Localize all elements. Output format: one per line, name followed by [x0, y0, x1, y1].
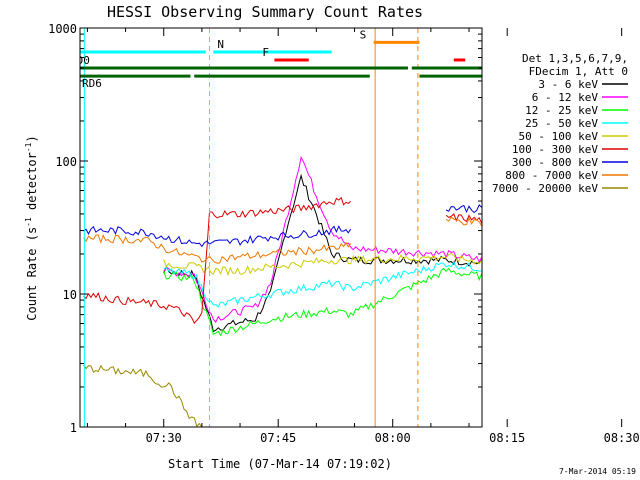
series-line-0	[163, 173, 482, 333]
flag-label-0: N	[217, 38, 224, 51]
legend-header-0: Det 1,3,5,6,7,9,	[522, 52, 628, 65]
legend-entry-5: 100 - 300 keV	[512, 143, 598, 156]
series-line-6	[83, 204, 482, 248]
plot-frame	[79, 27, 483, 428]
flag-label-2: F	[262, 46, 269, 59]
legend-entry-3: 25 - 50 keV	[525, 117, 598, 130]
series-line-4	[163, 253, 482, 277]
series-line-5	[83, 196, 482, 324]
flag-label-4: RD6	[82, 77, 102, 90]
y-tick-label-3: 1000	[48, 22, 77, 36]
x-tick-label-4: 08:30	[604, 431, 640, 445]
series-line-1	[163, 155, 482, 324]
legend: Det 1,3,5,6,7,9,FDecim 1, Att 03 - 6 keV…	[492, 52, 628, 195]
legend-entry-8: 7000 - 20000 keV	[492, 182, 598, 195]
legend-entry-1: 6 - 12 keV	[532, 91, 599, 104]
x-tick-label-1: 07:45	[260, 431, 296, 445]
plot-area: N S F RD0 RD6	[70, 28, 482, 427]
legend-entry-2: 12 - 25 keV	[525, 104, 598, 117]
legend-entry-7: 800 - 7000 keV	[505, 169, 598, 182]
series-line-8	[83, 364, 203, 427]
legend-header-1: FDecim 1, Att 0	[529, 65, 628, 78]
series-line-7	[83, 216, 482, 264]
flag-label-1: S	[360, 28, 367, 41]
legend-entry-0: 3 - 6 keV	[538, 78, 598, 91]
y-tick-label-2: 100	[55, 155, 77, 169]
x-axis-label: Start Time (07-Mar-14 07:19:02)	[168, 457, 392, 471]
flag-label-3: RD0	[70, 54, 90, 67]
x-tick-label-3: 08:15	[489, 431, 525, 445]
timestamp: 7-Mar-2014 05:19	[559, 467, 636, 476]
series-line-3	[163, 260, 482, 308]
y-axis-label: Count Rate (s-1 detector-1)	[24, 135, 39, 320]
x-tick-label-0: 07:30	[146, 431, 182, 445]
legend-entry-6: 300 - 800 keV	[512, 156, 598, 169]
legend-entry-4: 50 - 100 keV	[519, 130, 599, 143]
series-line-2	[163, 267, 482, 337]
x-tick-label-2: 08:00	[375, 431, 411, 445]
y-tick-label-0: 1	[70, 421, 77, 435]
chart-title: HESSI Observing Summary Count Rates	[107, 3, 423, 21]
y-tick-label-1: 10	[63, 288, 77, 302]
